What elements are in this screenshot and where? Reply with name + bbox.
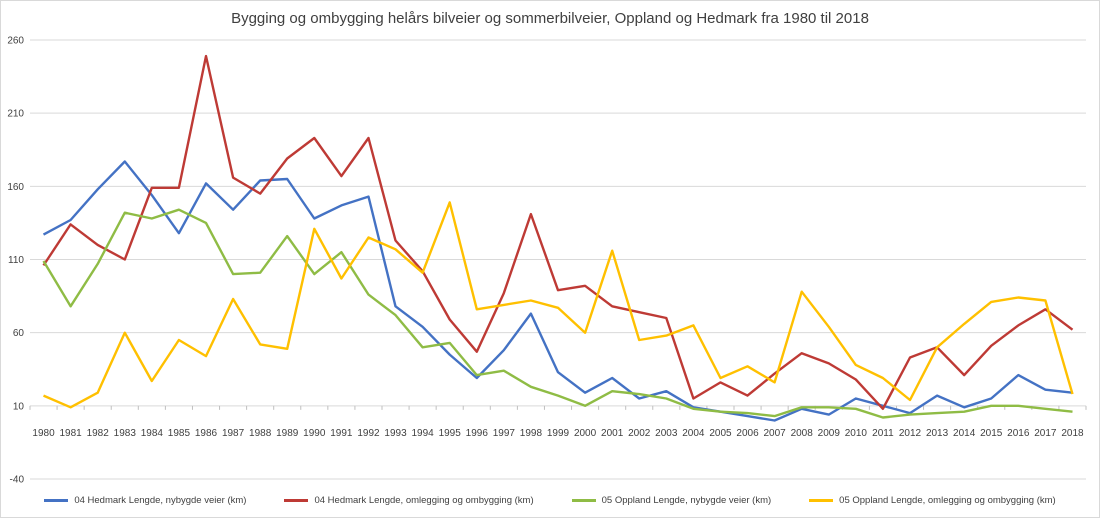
x-tick-label: 1987 <box>222 428 245 439</box>
x-tick-label: 1984 <box>141 428 164 439</box>
x-tick-label: 1989 <box>276 428 299 439</box>
legend-label: 04 Hedmark Lengde, omlegging og ombyggin… <box>314 494 534 506</box>
legend-label: 05 Oppland Lengde, omlegging og ombyggin… <box>839 494 1056 506</box>
x-tick-label: 1983 <box>114 428 137 439</box>
x-tick-label: 1993 <box>384 428 407 439</box>
x-tick-label: 2001 <box>601 428 624 439</box>
y-tick-label: 160 <box>7 182 24 193</box>
y-tick-label: 10 <box>13 401 25 412</box>
x-tick-label: 1986 <box>195 428 218 439</box>
x-tick-label: 2016 <box>1007 428 1030 439</box>
x-tick-label: 1994 <box>411 428 434 439</box>
x-tick-label: 2006 <box>736 428 759 439</box>
x-tick-label: 2012 <box>899 428 922 439</box>
x-tick-label: 2014 <box>953 428 976 439</box>
x-tick-label: 1990 <box>303 428 326 439</box>
x-tick-label: 1981 <box>59 428 82 439</box>
series-line-2 <box>42 54 1074 410</box>
x-tick-label: 1988 <box>249 428 272 439</box>
x-tick-label: 1982 <box>87 428 110 439</box>
x-tick-label: 1985 <box>168 428 191 439</box>
legend-label: 05 Oppland Lengde, nybygde veier (km) <box>601 494 772 506</box>
legend-item: 05 Oppland Lengde, omlegging og ombyggin… <box>809 492 1056 508</box>
x-tick-label: 2009 <box>818 428 841 439</box>
y-tick-label: -40 <box>10 475 25 486</box>
x-tick-label: 1995 <box>439 428 462 439</box>
x-tick-label: 2008 <box>791 428 814 439</box>
x-tick-label: 2010 <box>845 428 868 439</box>
y-tick-label: 260 <box>7 36 24 47</box>
chart-title: Bygging og ombygging helårs bilveier og … <box>231 10 869 27</box>
x-tick-label: 1999 <box>547 428 570 439</box>
x-tick-label: 2017 <box>1034 428 1057 439</box>
legend: 04 Hedmark Lengde, nybygde veier (km) 04 … <box>0 492 1100 508</box>
x-tick-label: 2018 <box>1061 428 1084 439</box>
series-lines <box>42 54 1074 422</box>
x-tick-label: 1980 <box>32 428 55 439</box>
x-tick-label: 2000 <box>574 428 597 439</box>
x-tick-label: 1998 <box>520 428 543 439</box>
y-axis-ticks: -40 10 60 110 160 210 260 <box>7 36 24 486</box>
x-tick-label: 2002 <box>628 428 651 439</box>
x-tick-label: 2003 <box>655 428 678 439</box>
y-tick-label: 60 <box>13 328 25 339</box>
x-axis-ticks: 1980 1981 1982 1983 1984 1985 1986 1987 1988 1989… <box>29 405 1087 439</box>
x-tick-label: 1996 <box>466 428 489 439</box>
series-line-1 <box>42 160 1073 422</box>
x-tick-label: 1991 <box>330 428 353 439</box>
y-tick-label: 210 <box>7 109 24 120</box>
x-tick-label: 1992 <box>357 428 380 439</box>
legend-swatch <box>571 498 596 502</box>
x-tick-label: 2004 <box>682 428 705 439</box>
legend-swatch <box>44 498 69 502</box>
legend-swatch <box>809 498 834 502</box>
gridlines <box>30 39 1086 480</box>
x-tick-label: 2013 <box>926 428 949 439</box>
legend-item: 04 Hedmark Lengde, omlegging og ombyggin… <box>284 492 534 508</box>
legend-item: 04 Hedmark Lengde, nybygde veier (km) <box>44 492 246 508</box>
x-tick-label: 2007 <box>763 428 786 439</box>
x-tick-label: 2011 <box>872 428 894 439</box>
legend-item: 05 Oppland Lengde, nybygde veier (km) <box>571 492 772 508</box>
x-tick-label: 2005 <box>709 428 732 439</box>
series-line-4 <box>43 201 1074 409</box>
y-tick-label: 110 <box>8 255 24 266</box>
x-tick-label: 2015 <box>980 428 1003 439</box>
legend-swatch <box>284 498 309 502</box>
legend-label: 04 Hedmark Lengde, nybygde veier (km) <box>74 494 247 506</box>
series-line-3 <box>42 208 1073 419</box>
x-tick-label: 1997 <box>493 428 516 439</box>
